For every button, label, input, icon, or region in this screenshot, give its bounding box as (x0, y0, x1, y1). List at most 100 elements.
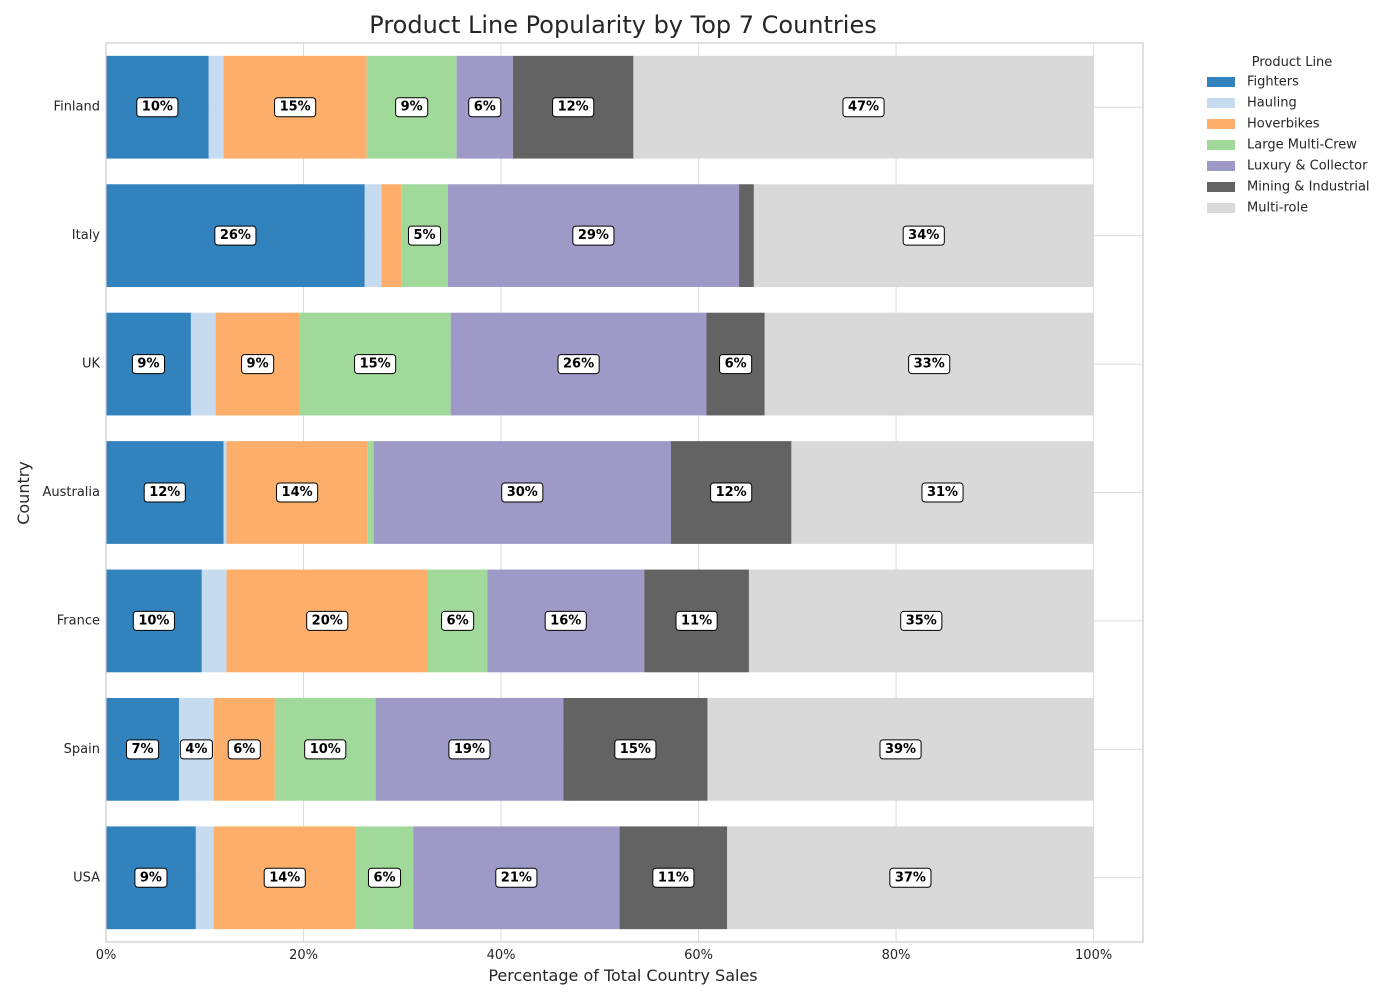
data-label-box (908, 354, 951, 375)
data-label-text: 9% (247, 357, 269, 372)
data-label-text: 6% (233, 742, 255, 757)
data-label-text: 14% (269, 870, 300, 885)
data-label: 11% (652, 867, 695, 888)
plot-frame (105, 42, 1144, 943)
x-axis-ticks: 0% 20% 40% 60% 80% 100% (96, 948, 1113, 963)
data-label: 10% (132, 610, 175, 631)
bar-segment (208, 55, 224, 159)
data-label-box (614, 739, 657, 760)
data-label-text: 9% (137, 357, 159, 372)
legend-swatch (1207, 161, 1235, 171)
data-label: 21% (495, 867, 538, 888)
data-label: 12% (552, 97, 595, 118)
bar-segment (739, 184, 754, 288)
data-label-box (131, 354, 166, 375)
data-label-box (719, 354, 753, 375)
data-label-box (241, 354, 275, 375)
data-label-text: 14% (282, 485, 313, 500)
bar-segment (201, 569, 227, 673)
data-label-text: 31% (927, 485, 958, 500)
legend-swatch (1207, 77, 1235, 87)
data-label-box (132, 610, 175, 631)
y-tick-label: Australia (42, 485, 100, 500)
data-label-text: 15% (620, 742, 651, 757)
data-label-box (143, 482, 186, 503)
data-label: 20% (306, 610, 349, 631)
data-label-text: 6% (474, 100, 496, 115)
data-label-text: 10% (138, 613, 169, 628)
legend-swatch (1207, 203, 1235, 213)
data-label: 31% (921, 482, 964, 503)
data-label-text: 5% (413, 228, 435, 243)
legend-item: Large Multi-Crew (1207, 138, 1357, 153)
legend-swatch (1207, 140, 1235, 150)
data-label-text: 4% (185, 742, 207, 757)
data-label: 35% (900, 610, 943, 631)
legend-label: Hoverbikes (1247, 117, 1320, 132)
data-label-box (921, 482, 964, 503)
data-label: 15% (274, 97, 317, 118)
data-label: 26% (214, 225, 257, 246)
legend-title: Product Line (1252, 55, 1333, 70)
legend-label: Multi-role (1247, 201, 1308, 216)
data-label-text: 35% (906, 613, 937, 628)
legend-items: Fighters Hauling Hoverbikes Large Multi-Cre… (1207, 75, 1370, 216)
data-label-text: 9% (401, 100, 423, 115)
data-label-box (441, 610, 475, 631)
data-label: 10% (136, 97, 179, 118)
bar-segment (195, 826, 214, 930)
data-label-box (572, 225, 615, 246)
data-label: 4% (179, 739, 213, 760)
x-tick-label: 40% (487, 948, 516, 963)
legend: Product Line Fighters Hauling Hoverbikes La… (1207, 55, 1370, 216)
data-label: 34% (902, 225, 945, 246)
data-label: 12% (710, 482, 753, 503)
plot-area: 10% 15% 9% 6% 12% 47% 26% 5% 29% 34% 9% 9% 15% 26% 6% 3… (105, 42, 1144, 943)
data-label-box (652, 867, 695, 888)
data-label-text: 15% (360, 357, 391, 372)
data-label-box (407, 225, 442, 246)
data-label: 6% (367, 867, 402, 888)
data-label: 30% (501, 482, 544, 503)
data-label: 11% (675, 610, 718, 631)
x-tick-label: 0% (96, 948, 117, 963)
data-label-text: 11% (658, 870, 689, 885)
legend-item: Hoverbikes (1207, 117, 1320, 132)
data-label: 6% (227, 739, 261, 760)
data-label: 39% (879, 739, 922, 760)
legend-item: Mining & Industrial (1207, 180, 1370, 195)
data-label-box (214, 225, 257, 246)
data-label-box (395, 97, 429, 118)
data-label-text: 9% (140, 870, 162, 885)
data-label-box (710, 482, 753, 503)
data-label-box (304, 739, 347, 760)
y-tick-label: France (57, 613, 100, 628)
data-label: 7% (126, 739, 160, 760)
legend-swatch (1207, 119, 1235, 129)
data-label: 29% (572, 225, 615, 246)
data-label-text: 11% (681, 613, 712, 628)
data-label: 19% (448, 739, 491, 760)
data-label: 14% (263, 867, 306, 888)
data-label: 6% (719, 354, 753, 375)
data-label-text: 7% (132, 742, 154, 757)
chart-title: Product Line Popularity by Top 7 Countri… (369, 11, 876, 39)
data-label-box (276, 482, 319, 503)
data-label: 9% (134, 867, 168, 888)
bar-segment (381, 184, 402, 288)
x-tick-label: 80% (882, 948, 911, 963)
y-tick-label: USA (73, 870, 100, 885)
y-tick-label: Italy (72, 228, 101, 243)
data-label-text: 29% (578, 228, 609, 243)
data-label-box (495, 867, 538, 888)
data-label-text: 30% (507, 485, 538, 500)
data-label: 37% (889, 867, 932, 888)
legend-label: Fighters (1247, 75, 1299, 90)
data-label-box (842, 97, 885, 118)
data-label: 26% (557, 354, 600, 375)
data-label-text: 12% (716, 485, 747, 500)
data-label-box (354, 354, 397, 375)
legend-item: Multi-role (1207, 201, 1308, 216)
data-label-box (675, 610, 718, 631)
